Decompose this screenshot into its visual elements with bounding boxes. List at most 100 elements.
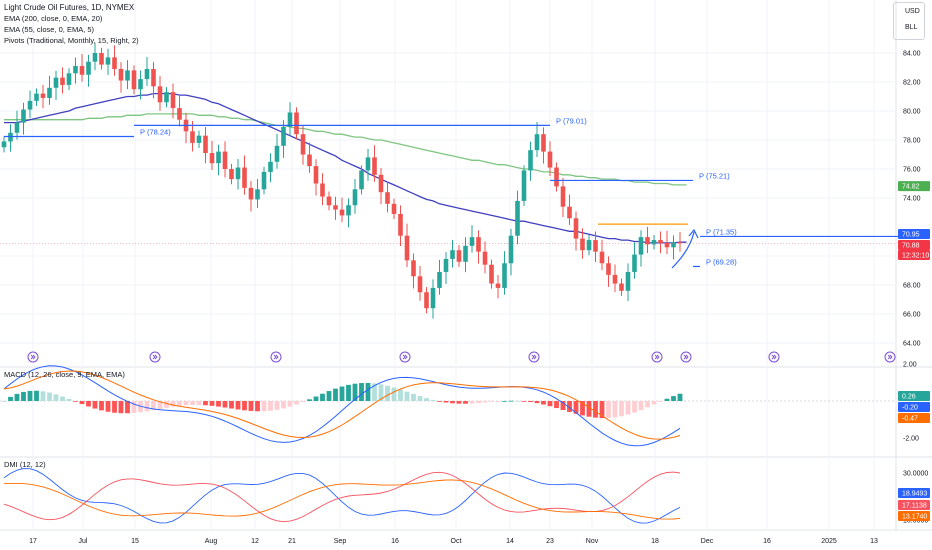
price-tick-label: 66.00: [903, 312, 921, 319]
ema-55-path: [4, 92, 687, 244]
price-tag: 12:32:10: [898, 250, 930, 260]
macd-histogram-bar: [677, 393, 683, 401]
candle: [268, 153, 273, 183]
price-tag-bg: [898, 250, 930, 260]
macd-histogram-bar: [300, 401, 306, 402]
candle-body: [456, 250, 462, 262]
macd-histogram-bar: [53, 394, 59, 401]
currency-unit-box[interactable]: [893, 2, 925, 40]
macd-histogram-bar: [404, 391, 410, 401]
macd-histogram-bar: [313, 396, 319, 401]
candle-body: [391, 203, 397, 214]
candle-body: [79, 66, 85, 75]
candle: [190, 121, 195, 152]
macd-histogram-bar: [580, 401, 585, 416]
event-marker-glyph: [402, 354, 408, 360]
candle-body: [138, 79, 143, 90]
legend-dmi[interactable]: DMI (12, 12): [4, 460, 46, 469]
candle-body: [534, 134, 540, 151]
candle-body: [346, 205, 351, 216]
macd-histogram-bar: [307, 399, 312, 401]
macd-histogram-bar: [430, 399, 436, 401]
candle: [138, 70, 143, 100]
time-axis[interactable]: 17 Jul 15 Aug 12 21 Sep 16 Oct 14 23 Nov 18 Dec 16 2025…: [29, 538, 878, 545]
dmi-plus-line: [3, 468, 681, 524]
candle-body: [521, 170, 527, 201]
event-marker-icon: [651, 351, 663, 363]
macd-histogram-bar: [398, 389, 403, 401]
macd-histogram-bar: [664, 398, 670, 401]
candle-body: [34, 93, 39, 101]
candle-body: [547, 151, 553, 168]
macd-histogram-bar: [456, 401, 462, 404]
candle-body: [586, 240, 592, 251]
legend-pivots[interactable]: Pivots (Traditional, Monthly, 15, Right,…: [4, 36, 139, 45]
macd-histogram-bar: [196, 401, 202, 405]
macd-histogram-bar: [424, 398, 429, 401]
event-marker-icon: [768, 351, 780, 363]
candle: [521, 165, 527, 206]
candle-body: [398, 213, 403, 236]
event-marker-glyph: [30, 354, 36, 360]
candle-body: [92, 53, 98, 62]
macd-histogram-bar: [443, 401, 449, 403]
macd-tag-text: -0.20: [902, 405, 918, 412]
user-drawings[interactable]: [0, 223, 896, 269]
candle-body: [476, 237, 481, 252]
legend-ema200[interactable]: EMA (200, close, 0, EMA, 20): [4, 14, 103, 23]
candle: [489, 259, 494, 289]
candle-body: [593, 240, 598, 252]
candle: [508, 228, 514, 276]
candle: [209, 141, 215, 171]
event-marker-icon: [149, 351, 161, 363]
symbol-title[interactable]: Light Crude Oil Futures, 1D, NYMEX: [4, 3, 135, 12]
macd-histogram-bar: [489, 401, 494, 402]
candle: [443, 252, 449, 284]
macd-histogram-bar: [385, 385, 390, 401]
legend-macd[interactable]: MACD (12, 26, close, 9, EMA, EMA): [4, 370, 125, 379]
macd-histogram-bar: [40, 391, 46, 401]
candlestick-series: [1, 42, 683, 319]
candle: [79, 54, 85, 82]
candle-body: [196, 135, 202, 143]
macd-tag: -0.20: [898, 402, 930, 412]
candle-body: [40, 93, 46, 98]
candle: [203, 127, 208, 164]
candle-body: [268, 161, 273, 172]
macd-histogram-bar: [495, 401, 501, 402]
macd-tag-bg: [898, 402, 930, 412]
candle-body: [365, 157, 371, 171]
legend-ema55[interactable]: EMA (55, close, 0, EMA, 5): [4, 25, 95, 34]
macd-signal-line: [3, 370, 681, 440]
event-markers[interactable]: [27, 351, 896, 363]
price-axis[interactable]: 84.0082.0080.0078.0076.0074.0070.0068.00…: [903, 51, 921, 348]
candle-body: [287, 112, 293, 127]
currency-label[interactable]: USD: [905, 8, 920, 15]
candle: [671, 235, 676, 260]
candle-body: [658, 240, 663, 243]
candle: [664, 230, 670, 255]
unit-label[interactable]: BLL: [905, 24, 918, 31]
candle-body: [248, 187, 254, 200]
macd-histogram-bar: [619, 401, 624, 417]
event-marker-glyph: [273, 354, 279, 360]
candle: [47, 75, 52, 105]
event-marker-glyph: [771, 354, 777, 360]
candle: [196, 130, 202, 148]
candle: [99, 47, 104, 70]
candle: [300, 125, 306, 165]
candle-body: [573, 218, 579, 239]
price-tag-bg: [898, 229, 930, 239]
macd-histogram-bar: [573, 401, 579, 414]
event-marker-icon: [399, 351, 411, 363]
ema-55-line: [4, 92, 687, 244]
candle-body: [21, 109, 26, 123]
candle-body: [27, 100, 33, 110]
candle-body: [131, 70, 137, 90]
event-marker-glyph: [152, 354, 158, 360]
macd-histogram-bar: [651, 401, 657, 405]
macd-histogram-bar: [560, 401, 566, 410]
dmi-tag: 18.9493: [898, 488, 930, 498]
candle: [27, 90, 33, 119]
